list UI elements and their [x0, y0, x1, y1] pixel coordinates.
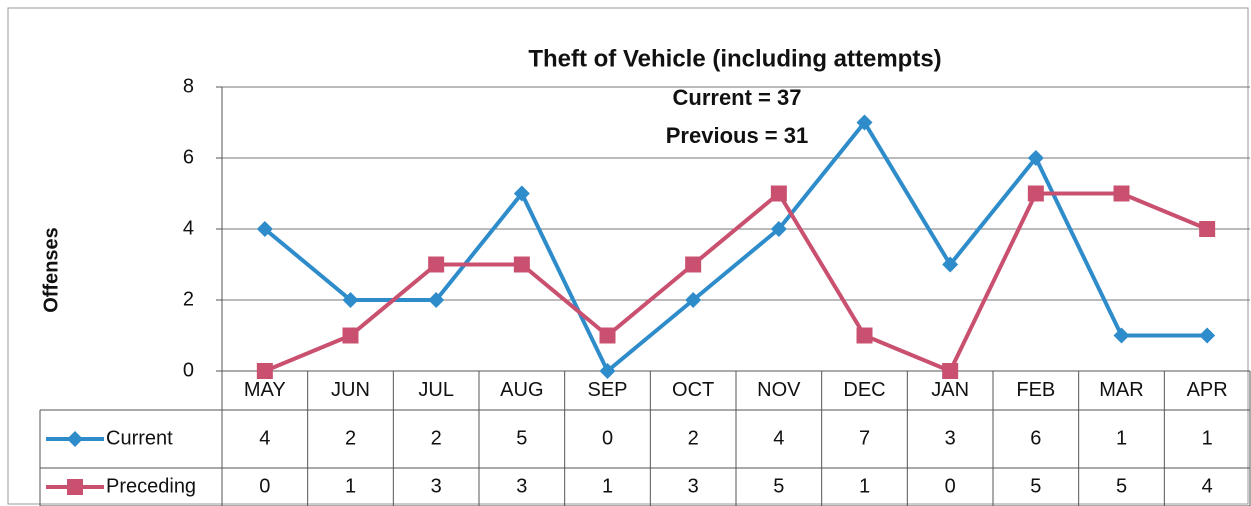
table-value: 1: [602, 475, 613, 497]
x-tick-label: APR: [1187, 379, 1228, 401]
x-tick-label: JUL: [418, 379, 454, 401]
table-value: 0: [259, 475, 270, 497]
table-value: 5: [773, 475, 784, 497]
y-tick-label: 8: [183, 75, 194, 97]
table-value: 3: [688, 475, 699, 497]
legend-label: Preceding: [106, 475, 196, 497]
table-value: 2: [431, 427, 442, 449]
y-tick-label: 6: [183, 146, 194, 168]
table-value: 7: [859, 427, 870, 449]
table-value: 1: [859, 475, 870, 497]
table-value: 3: [516, 475, 527, 497]
table-value: 5: [516, 427, 527, 449]
table-value: 5: [1116, 475, 1127, 497]
legend-label: Current: [106, 427, 173, 449]
y-tick-label: 2: [183, 288, 194, 310]
x-tick-label: SEP: [587, 379, 627, 401]
table-value: 4: [1202, 475, 1213, 497]
point-marker: [685, 256, 702, 273]
x-tick-label: DEC: [843, 379, 885, 401]
legend-marker: [67, 431, 83, 447]
x-tick-label: MAR: [1099, 379, 1143, 401]
point-marker: [342, 292, 359, 308]
point-marker: [770, 185, 787, 202]
x-tick-label: FEB: [1016, 379, 1055, 401]
table-value: 1: [1116, 427, 1127, 449]
y-tick-label: 0: [183, 359, 194, 381]
x-tick-label: JUN: [331, 379, 370, 401]
point-marker: [1113, 185, 1130, 202]
point-marker: [256, 363, 273, 379]
point-marker: [942, 256, 959, 273]
table-value: 3: [945, 427, 956, 449]
point-marker: [599, 363, 616, 379]
table-value: 2: [688, 427, 699, 449]
point-marker: [428, 292, 445, 308]
series-line: [263, 119, 1208, 375]
table-value: 1: [345, 475, 356, 497]
point-marker: [942, 363, 959, 379]
annotation: Previous = 31: [666, 123, 808, 148]
x-tick-label: NOV: [757, 379, 801, 401]
point-marker: [428, 256, 445, 273]
table-value: 1: [1202, 427, 1213, 449]
x-tick-label: JAN: [931, 379, 969, 401]
point-marker: [856, 114, 873, 131]
point-marker: [1199, 327, 1216, 344]
point-marker: [1027, 185, 1044, 202]
legend-marker: [67, 479, 83, 495]
chart-frame: [7, 7, 1249, 505]
x-tick-label: AUG: [500, 379, 543, 401]
chart-title: Theft of Vehicle (including attempts): [528, 45, 941, 72]
table-value: 6: [1030, 427, 1041, 449]
point-marker: [513, 185, 530, 202]
point-marker: [1113, 327, 1130, 344]
table-value: 4: [773, 427, 784, 449]
series-line: [264, 190, 1208, 374]
table-value: 0: [602, 427, 613, 449]
point-marker: [513, 256, 530, 273]
point-marker: [685, 292, 702, 308]
point-marker: [342, 327, 359, 344]
table-value: 2: [345, 427, 356, 449]
point-marker: [856, 327, 873, 344]
x-tick-label: MAY: [244, 379, 286, 401]
annotation: Current = 37: [673, 85, 802, 110]
table-value: 4: [259, 427, 270, 449]
point-marker: [256, 221, 273, 237]
point-marker: [599, 327, 616, 344]
point-marker: [770, 221, 787, 237]
table-value: 3: [431, 475, 442, 497]
x-tick-label: OCT: [672, 379, 714, 401]
point-marker: [1199, 221, 1216, 237]
point-marker: [1027, 150, 1044, 166]
y-tick-label: 4: [183, 217, 194, 239]
table-value: 0: [945, 475, 956, 497]
y-axis-label: Offenses: [40, 227, 62, 313]
table-value: 5: [1030, 475, 1041, 497]
